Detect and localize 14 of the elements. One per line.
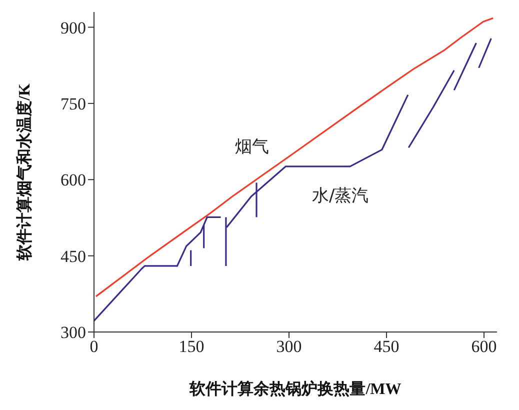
x-tick-label: 300 [276, 337, 302, 356]
x-axis-title: 软件计算余热锅炉换热量/MW [188, 380, 402, 398]
y-tick-label: 750 [60, 94, 86, 114]
x-tick-label: 150 [178, 337, 204, 356]
series-label: 烟气 [235, 136, 269, 158]
x-tick-label: 0 [90, 337, 98, 356]
y-tick-label: 300 [60, 323, 86, 342]
x-tick-label: 450 [374, 337, 400, 356]
y-tick-label: 600 [60, 170, 86, 190]
y-axis-title: 软件计算烟气和水温度/K [14, 83, 34, 262]
y-tick-label: 450 [60, 246, 86, 266]
x-tick-label: 600 [471, 337, 497, 356]
series-label: 水/蒸汽 [312, 185, 369, 207]
y-tick-label: 900 [60, 18, 86, 38]
